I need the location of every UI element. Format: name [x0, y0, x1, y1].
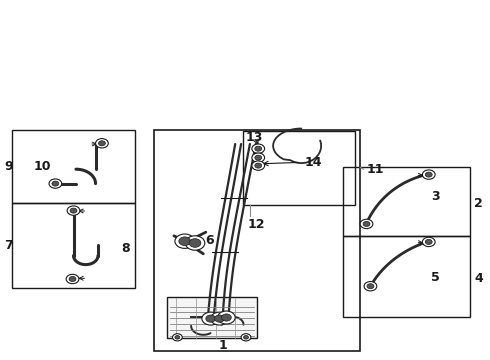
- Circle shape: [252, 153, 265, 162]
- Circle shape: [179, 237, 191, 246]
- Text: 14: 14: [305, 156, 322, 168]
- Circle shape: [211, 312, 228, 325]
- Circle shape: [175, 336, 180, 339]
- Bar: [167, 297, 257, 338]
- Bar: [12, 130, 135, 203]
- Text: 13: 13: [246, 131, 263, 144]
- Text: 2: 2: [474, 197, 483, 210]
- Circle shape: [66, 274, 79, 284]
- Circle shape: [425, 172, 432, 177]
- Bar: [154, 130, 360, 351]
- Text: 8: 8: [121, 242, 130, 255]
- Circle shape: [244, 336, 248, 339]
- Text: 6: 6: [205, 234, 214, 247]
- Circle shape: [363, 221, 370, 226]
- Text: 7: 7: [4, 239, 13, 252]
- Circle shape: [360, 219, 373, 229]
- Circle shape: [364, 282, 377, 291]
- Text: 1: 1: [219, 339, 227, 352]
- Circle shape: [255, 163, 262, 168]
- Circle shape: [175, 234, 195, 248]
- Bar: [243, 131, 355, 205]
- Circle shape: [367, 284, 374, 289]
- Circle shape: [252, 144, 265, 153]
- Text: 4: 4: [474, 273, 483, 285]
- Circle shape: [189, 239, 201, 247]
- Bar: [12, 203, 135, 288]
- Circle shape: [215, 315, 224, 322]
- Circle shape: [255, 146, 262, 151]
- Text: 12: 12: [247, 218, 265, 231]
- Circle shape: [96, 139, 108, 148]
- Circle shape: [221, 314, 231, 321]
- Bar: [343, 236, 470, 317]
- Circle shape: [69, 276, 76, 282]
- Circle shape: [52, 181, 59, 186]
- Circle shape: [218, 311, 235, 324]
- Circle shape: [422, 170, 435, 179]
- Circle shape: [185, 236, 205, 250]
- Circle shape: [425, 239, 432, 244]
- Circle shape: [67, 206, 80, 215]
- Text: 11: 11: [367, 163, 384, 176]
- Text: 9: 9: [4, 160, 13, 173]
- Circle shape: [255, 155, 262, 160]
- Bar: [343, 167, 470, 236]
- Circle shape: [206, 315, 216, 322]
- Circle shape: [422, 237, 435, 247]
- Text: 5: 5: [431, 271, 440, 284]
- Circle shape: [241, 334, 251, 341]
- Circle shape: [49, 179, 62, 188]
- Text: 3: 3: [431, 190, 440, 203]
- Circle shape: [70, 208, 77, 213]
- Text: 10: 10: [33, 160, 51, 173]
- Circle shape: [172, 334, 182, 341]
- Circle shape: [252, 161, 265, 170]
- Circle shape: [202, 312, 220, 325]
- Circle shape: [98, 141, 105, 146]
